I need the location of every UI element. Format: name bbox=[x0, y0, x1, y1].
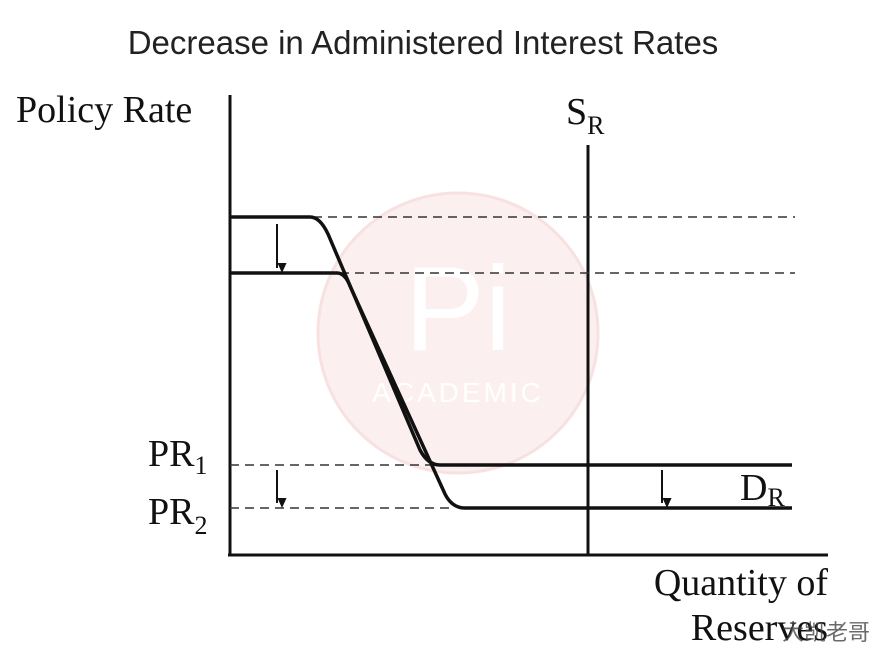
y-axis-label: Policy Rate bbox=[16, 89, 192, 131]
title: Decrease in Administered Interest Rates bbox=[128, 24, 719, 61]
label-main: PR bbox=[148, 491, 195, 533]
supply-label: SR bbox=[566, 91, 605, 140]
demand-label: DR bbox=[740, 467, 785, 512]
x-axis-label: Reserves bbox=[691, 607, 828, 649]
label-sub: 2 bbox=[194, 511, 207, 540]
credit-watermark: 大凯老哥 bbox=[782, 621, 870, 646]
watermark-logo: Pi bbox=[405, 242, 512, 376]
label-sub: R bbox=[767, 483, 785, 512]
label-main: S bbox=[566, 91, 587, 133]
pr2-label: PR2 bbox=[148, 491, 207, 540]
watermark: Pi ACADEMIC bbox=[316, 191, 600, 475]
label-sub: 1 bbox=[194, 451, 207, 480]
pr1-label: PR1 bbox=[148, 433, 207, 480]
label-main: D bbox=[740, 467, 767, 509]
x-axis-label: Quantity of bbox=[654, 562, 828, 604]
watermark-circle bbox=[316, 191, 600, 475]
demand-curve-new bbox=[230, 271, 792, 510]
label-main: PR bbox=[148, 433, 195, 475]
label-sub: R bbox=[587, 111, 605, 140]
